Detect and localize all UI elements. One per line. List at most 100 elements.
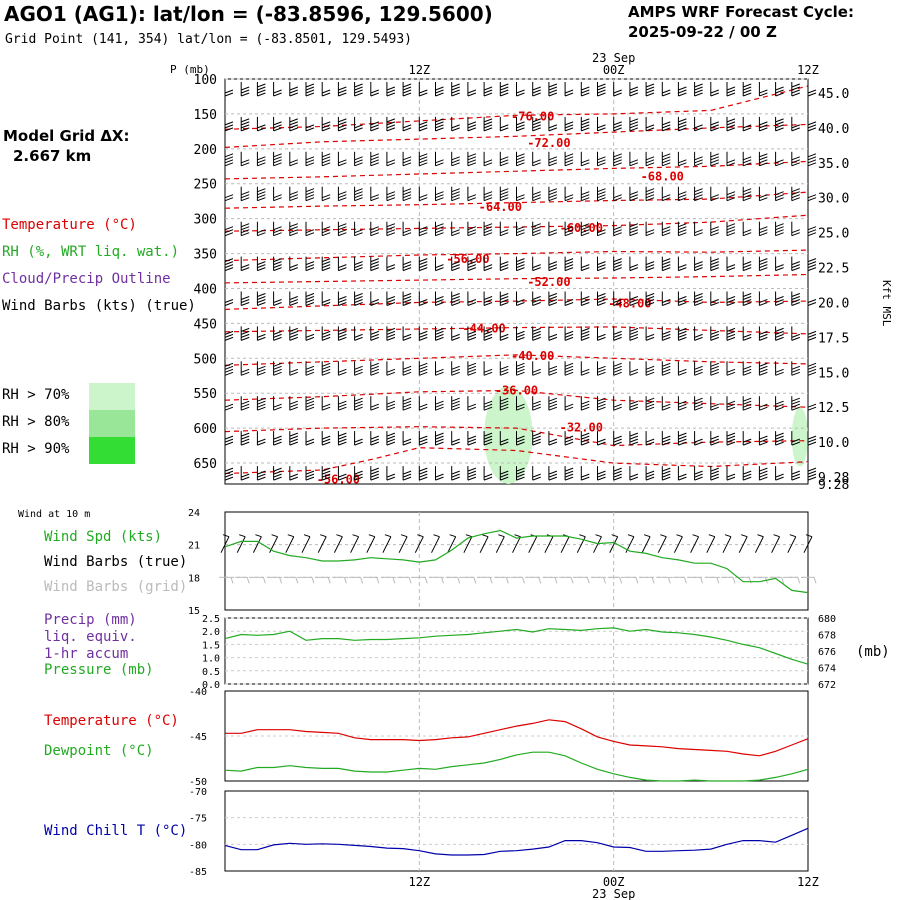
wind-barb-true <box>803 534 813 553</box>
wind-barb-staff <box>803 536 813 553</box>
wind-barb <box>370 116 379 132</box>
wind-barb-feather <box>564 232 574 237</box>
wind-barb-feather <box>241 406 250 411</box>
wind-barb <box>677 396 687 411</box>
wind-barb-feather <box>678 162 687 167</box>
precip-tick-label: 0.0 <box>202 680 220 691</box>
wind-barb-feather <box>338 118 347 123</box>
wind-barb-feather <box>726 223 736 228</box>
wind-barb-feather <box>597 336 606 341</box>
wind-barb-feather <box>241 302 250 306</box>
wind-barb <box>677 151 687 167</box>
wind-barb-feather <box>435 194 444 199</box>
wind-barb-feather <box>419 89 428 94</box>
cross-section-frame <box>224 78 809 485</box>
pressure-tick-label: 150 <box>194 108 217 123</box>
wind-barb <box>321 82 331 97</box>
wind-barb-feather <box>354 336 363 341</box>
wind-barb-feather <box>548 267 558 272</box>
wind-barb-feather <box>386 400 396 405</box>
wind-barb <box>451 466 460 481</box>
wind-barb-feather <box>743 264 752 269</box>
wind-barb-feather <box>435 476 444 481</box>
wind-barb-feather <box>483 476 493 481</box>
wind-barb-feather <box>726 336 736 341</box>
wind-barb-feather <box>224 261 234 266</box>
wind-barb-feather <box>500 293 509 297</box>
wind-barb-feather <box>759 121 768 126</box>
wind-barb-feather <box>500 191 509 196</box>
wind-barb <box>337 431 347 446</box>
wind-barb-feather <box>273 258 282 263</box>
wind-barb-feather <box>548 194 558 199</box>
wind-barb-feather <box>435 302 444 306</box>
wind-barb-feather <box>354 156 363 161</box>
wind-barb-feather <box>386 264 396 269</box>
wind-barb-feather <box>743 159 752 164</box>
wind-barb-feather <box>370 258 379 263</box>
wind-barb-feather <box>241 441 250 446</box>
pressure-right-tick-label: 680 <box>818 614 836 625</box>
wind-barb-feather <box>597 438 606 443</box>
wind-barb-feather <box>273 232 282 237</box>
wind-barb-feather <box>726 264 736 269</box>
wind-barb <box>516 82 525 97</box>
wind-barb-feather <box>532 299 541 303</box>
wind-barb-feather <box>662 232 671 237</box>
wind-barb-feather <box>354 299 363 303</box>
wind-barb-feather <box>581 400 590 405</box>
wind-barb <box>807 116 817 132</box>
wind-barb-feather <box>289 438 298 443</box>
wind-barb <box>451 116 460 132</box>
wind-barb-feather <box>629 438 639 443</box>
wind-barb <box>273 361 282 376</box>
wind-barb <box>791 116 800 132</box>
wind-barb-feather <box>435 229 444 234</box>
wind-barb-feather <box>289 127 298 132</box>
wind-barb-feather <box>662 197 671 202</box>
wind-barb-feather <box>500 124 509 129</box>
wind-barb <box>726 116 736 132</box>
wind-barb-feather <box>370 159 379 164</box>
wind-barb-feather <box>791 296 800 300</box>
wind-barb-feather <box>289 264 298 269</box>
wind-barb-feather <box>759 229 768 234</box>
wind-barb-feather <box>451 302 460 306</box>
wind-barb-feather <box>516 159 525 164</box>
wind-barb-feather <box>289 118 298 123</box>
wind-barb-feather <box>743 476 752 481</box>
wind-barb-feather <box>548 368 558 373</box>
wind-barb-feather <box>759 371 768 376</box>
wind-barb-true <box>576 534 586 553</box>
wind-barb-feather <box>694 470 703 475</box>
wind-barb-feather <box>629 232 639 237</box>
wind-barb-feather <box>303 534 311 538</box>
wind-barb-feather <box>435 368 444 373</box>
wind-barb-feather <box>402 336 412 341</box>
wind-barb <box>467 116 477 132</box>
wind-barb-feather <box>289 124 298 129</box>
wind-barb-feather <box>662 435 671 440</box>
wind-barb-feather <box>613 124 622 129</box>
wind-barb-feather <box>613 232 622 237</box>
wind-barb-feather <box>516 473 525 478</box>
wind-barb-feather <box>336 534 343 538</box>
wind-barb-feather <box>467 476 477 481</box>
wind-barb-feather <box>516 302 525 306</box>
wind-barb <box>337 256 347 272</box>
wind-barb-feather <box>224 153 234 158</box>
wind-barb-feather <box>548 438 558 443</box>
wind-barb-feather <box>500 188 509 193</box>
wind-barb-feather <box>726 403 736 408</box>
wind-barb-true <box>317 534 327 553</box>
wind-barb-feather <box>257 264 266 269</box>
wind-barb-feather <box>402 232 412 237</box>
wind-barb <box>775 291 784 306</box>
wind-barb-feather <box>726 162 736 167</box>
wind-barb-feather <box>775 127 784 132</box>
wind-barb-feather <box>224 299 234 303</box>
wind-barb-feather <box>483 473 493 478</box>
wind-barb-feather <box>322 406 331 411</box>
wind-barb-staff <box>220 536 230 553</box>
wind-barb-feather <box>710 470 719 475</box>
